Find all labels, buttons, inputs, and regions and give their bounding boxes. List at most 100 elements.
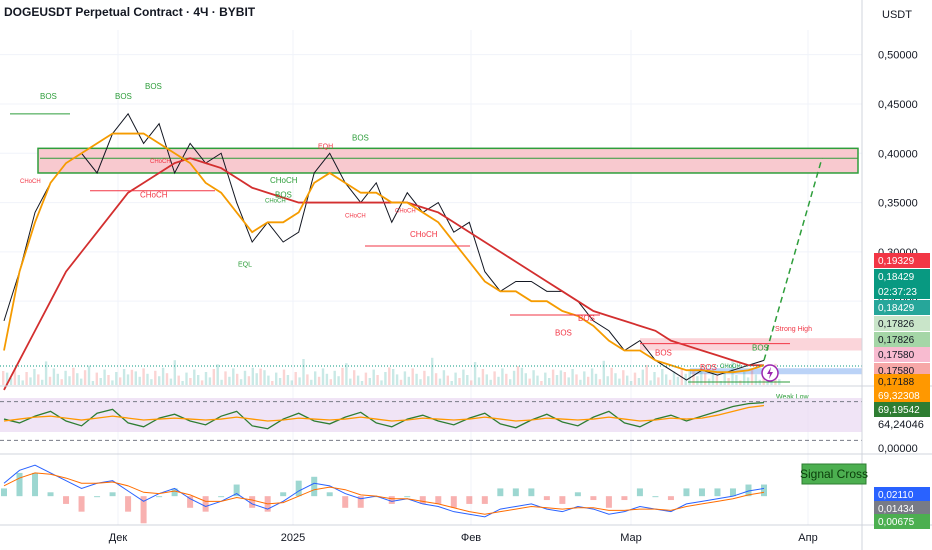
y-tick-label: 0,50000: [878, 50, 918, 62]
y-tick-label: 0,35000: [878, 198, 918, 210]
volume-bar: [473, 362, 477, 385]
volume-bar: [169, 378, 173, 385]
macd-tag-bg: [874, 514, 930, 529]
currency-label: USDT: [882, 9, 912, 21]
volume-bar: [220, 379, 223, 385]
price-tag-bg: [874, 284, 930, 299]
volume-bar: [286, 375, 290, 385]
bos-label: BOS: [578, 314, 595, 323]
volume-bar: [193, 369, 196, 385]
macd-histogram-bar: [652, 496, 659, 498]
volume-bar: [540, 381, 543, 385]
osc-series-signal: [3, 404, 765, 422]
volume-bar: [380, 380, 383, 385]
bos-label: BOS: [40, 92, 57, 101]
macd-histogram-bar: [667, 496, 674, 501]
osc-tick-label: 0,00000: [878, 443, 918, 455]
volume-bar: [353, 370, 356, 385]
volume-bar: [528, 378, 531, 385]
volume-bar: [754, 374, 758, 385]
volume-bar: [317, 376, 321, 385]
volume-bar: [711, 370, 715, 385]
macd-histogram-bar: [326, 492, 333, 497]
volume-bar: [696, 376, 699, 385]
macd-histogram-bar: [698, 488, 705, 497]
macd-histogram-bar: [621, 496, 628, 501]
volume-bar: [13, 369, 17, 385]
volume-bar: [247, 376, 251, 385]
volume-bar: [462, 369, 465, 385]
choch-label: CHoCH: [140, 191, 168, 200]
osc-series-rsi: [3, 401, 765, 430]
volume-bar: [692, 370, 695, 385]
volume-bar: [278, 378, 282, 385]
oscillator-panel: [0, 398, 862, 441]
time-axis[interactable]: Дек 2025 Фев Мар Апр: [109, 532, 818, 544]
volume-bar: [446, 375, 449, 385]
volume-bar: [555, 375, 559, 385]
volume-bar: [29, 377, 32, 385]
macd-histogram-bar: [388, 496, 395, 504]
volume-bar: [356, 375, 360, 385]
volume-bar: [333, 370, 336, 385]
volume-bar: [239, 379, 243, 385]
volume-bar: [267, 375, 270, 385]
volume-bar: [493, 371, 496, 385]
volume-bar: [41, 379, 44, 385]
volume-bar: [56, 373, 59, 385]
volume-bar: [150, 379, 153, 385]
macd-histogram-bar: [171, 488, 178, 497]
price-tag-label: 0,19329: [878, 256, 915, 267]
signal-cross-button[interactable]: Signal Cross: [800, 463, 868, 485]
volume-bar: [532, 370, 535, 385]
volume-bar: [325, 373, 329, 385]
macd-histogram-bar: [63, 496, 70, 504]
volume-bar: [376, 375, 379, 385]
volume-bar: [641, 369, 644, 385]
volume-bar: [466, 375, 469, 385]
macd-histogram-bar: [94, 496, 101, 498]
volume-bar: [236, 373, 239, 385]
volume-bar: [661, 369, 664, 385]
volume-bar: [224, 371, 227, 385]
volume-bar: [649, 380, 652, 385]
macd-histogram-bar: [466, 496, 473, 504]
volume-bar: [618, 378, 621, 385]
alert-lightning-icon[interactable]: [761, 364, 779, 382]
volume-bar: [481, 369, 485, 385]
macd-histogram-bar: [78, 496, 85, 512]
volume-bar: [76, 373, 79, 385]
volume-bar: [442, 370, 446, 385]
macd-histogram-bar: [357, 496, 364, 508]
volume-bar: [438, 378, 442, 385]
volume-bar: [512, 370, 516, 385]
volume-bar: [161, 367, 165, 385]
volume-bar: [427, 376, 430, 385]
x-tick-label: Фев: [461, 532, 481, 544]
volume-bar: [37, 374, 40, 385]
volume-bar: [154, 370, 157, 385]
x-tick-label: 2025: [281, 532, 305, 544]
macd-histogram-bar: [543, 496, 550, 501]
strong-high-label: Strong High: [775, 326, 812, 333]
volume-bar: [177, 375, 180, 385]
price-tag-bg: [874, 332, 930, 347]
eqh-label: EQH: [318, 143, 333, 150]
bos-label: BOS: [655, 348, 672, 357]
volume-bar: [610, 367, 613, 385]
osc-tag-label: 69,19542: [878, 405, 920, 416]
volume-bar: [520, 367, 524, 385]
volume-bar: [17, 375, 20, 385]
price-tag-label: 0,18429: [878, 272, 915, 283]
volume-bar: [551, 369, 555, 385]
volume-bar: [2, 371, 5, 385]
price-tag-label: 0,17580: [878, 366, 915, 377]
volume-bar: [321, 368, 325, 385]
osc-tag-bg: [874, 402, 930, 417]
volume-bar: [306, 374, 309, 385]
volume-bar: [450, 381, 453, 385]
macd-histogram-bar: [574, 492, 581, 497]
macd-histogram-bar: [729, 488, 736, 497]
volume-bar: [423, 370, 426, 385]
